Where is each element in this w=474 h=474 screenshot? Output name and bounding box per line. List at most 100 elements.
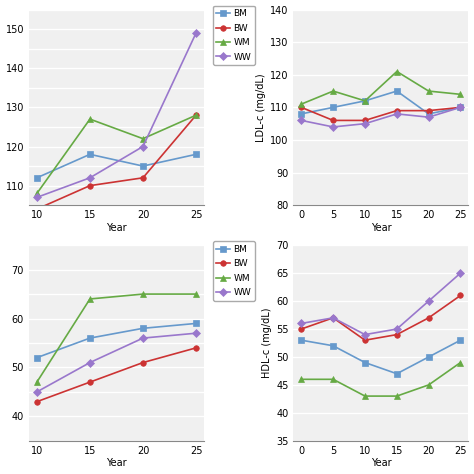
Y-axis label: LDL-c (mg/dL): LDL-c (mg/dL) <box>256 73 266 142</box>
BW <box>330 118 336 123</box>
WW <box>299 118 304 123</box>
WM <box>394 393 400 399</box>
BW <box>394 108 400 113</box>
X-axis label: Year: Year <box>371 223 391 233</box>
BW <box>426 108 431 113</box>
BW <box>299 105 304 110</box>
BW <box>140 360 146 365</box>
WW <box>362 121 368 127</box>
WW <box>426 298 431 304</box>
BW <box>34 399 40 404</box>
X-axis label: Year: Year <box>106 458 127 468</box>
Line: WW: WW <box>34 30 199 200</box>
Line: WW: WW <box>299 105 463 130</box>
WM <box>330 376 336 382</box>
WW <box>394 111 400 117</box>
WM <box>330 88 336 94</box>
BM <box>140 163 146 169</box>
BM <box>34 175 40 181</box>
WM <box>457 360 463 365</box>
BM <box>426 354 431 360</box>
WM <box>87 116 93 122</box>
BW <box>193 345 199 351</box>
WM <box>457 91 463 97</box>
WW <box>362 332 368 337</box>
WM <box>140 136 146 142</box>
Line: WW: WW <box>299 270 463 337</box>
WW <box>426 114 431 120</box>
Line: BW: BW <box>299 105 463 123</box>
WM <box>299 101 304 107</box>
WM <box>362 98 368 104</box>
WM <box>193 112 199 118</box>
WM <box>426 88 431 94</box>
WW <box>193 30 199 36</box>
WM <box>34 191 40 196</box>
BW <box>394 332 400 337</box>
WW <box>140 144 146 149</box>
BM <box>426 111 431 117</box>
X-axis label: Year: Year <box>371 458 391 468</box>
WW <box>299 320 304 326</box>
BM <box>330 105 336 110</box>
BM <box>330 343 336 348</box>
BM <box>362 98 368 104</box>
Line: WM: WM <box>34 292 199 385</box>
BM <box>193 320 199 326</box>
WW <box>330 315 336 321</box>
BW <box>299 326 304 332</box>
Line: WM: WM <box>299 360 463 399</box>
BW <box>87 183 93 189</box>
BM <box>457 105 463 110</box>
BM <box>457 337 463 343</box>
WW <box>457 105 463 110</box>
BM <box>299 337 304 343</box>
BW <box>457 105 463 110</box>
WM <box>87 296 93 302</box>
BW <box>457 292 463 298</box>
BM <box>394 371 400 376</box>
BM <box>140 326 146 331</box>
WM <box>34 379 40 385</box>
BM <box>87 335 93 341</box>
WW <box>34 389 40 395</box>
WW <box>457 270 463 276</box>
WW <box>87 175 93 181</box>
Line: BM: BM <box>299 337 463 376</box>
BW <box>362 337 368 343</box>
Line: WW: WW <box>34 330 199 395</box>
BM <box>34 355 40 361</box>
BW <box>87 379 93 385</box>
WW <box>87 360 93 365</box>
WM <box>362 393 368 399</box>
BM <box>362 360 368 365</box>
BW <box>330 315 336 321</box>
Line: BW: BW <box>299 293 463 343</box>
WW <box>34 194 40 200</box>
WM <box>394 69 400 74</box>
BM <box>299 111 304 117</box>
BM <box>87 152 93 157</box>
WM <box>426 382 431 388</box>
WM <box>140 291 146 297</box>
X-axis label: Year: Year <box>106 223 127 233</box>
BW <box>193 112 199 118</box>
BW <box>362 118 368 123</box>
Line: BM: BM <box>299 88 463 117</box>
WM <box>193 291 199 297</box>
BM <box>394 88 400 94</box>
WW <box>193 330 199 336</box>
WW <box>140 335 146 341</box>
Line: WM: WM <box>299 69 463 107</box>
Line: BM: BM <box>34 320 199 360</box>
WM <box>299 376 304 382</box>
Line: BM: BM <box>34 152 199 181</box>
Y-axis label: HDL-c (mg/dL): HDL-c (mg/dL) <box>262 308 272 378</box>
Legend: BM, BW, WM, WW: BM, BW, WM, WW <box>213 241 255 301</box>
WW <box>330 124 336 130</box>
BM <box>193 152 199 157</box>
BW <box>140 175 146 181</box>
Line: WM: WM <box>34 112 199 196</box>
Line: BW: BW <box>34 112 199 212</box>
WW <box>394 326 400 332</box>
